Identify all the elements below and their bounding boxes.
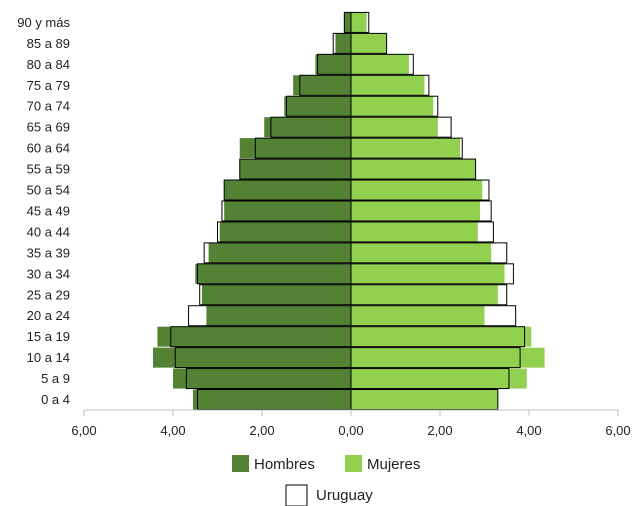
legend-label-uruguay: Uruguay bbox=[316, 487, 373, 504]
bar-mujeres-50-a-54 bbox=[351, 180, 482, 200]
bar-mujeres-0-a-4 bbox=[351, 390, 498, 410]
bar-mujeres-35-a-39 bbox=[351, 243, 491, 263]
category-label-0-a-4: 0 a 4 bbox=[41, 392, 70, 407]
category-label-90-y-m-s: 90 y más bbox=[17, 15, 70, 30]
bar-mujeres-25-a-29 bbox=[351, 285, 498, 305]
legend-label-hombres: Hombres bbox=[254, 456, 315, 473]
bar-mujeres-85-a-89 bbox=[351, 33, 387, 53]
x-tick-label: 4,00 bbox=[160, 423, 185, 438]
legend: Hombres Mujeres Uruguay bbox=[232, 455, 420, 506]
bar-hombres-55-a-59 bbox=[240, 159, 351, 179]
legend-swatch-mujeres bbox=[345, 455, 362, 472]
category-label-45-a-49: 45 a 49 bbox=[27, 203, 70, 218]
bar-hombres-80-a-84 bbox=[315, 54, 351, 74]
bar-mujeres-80-a-84 bbox=[351, 54, 409, 74]
bar-hombres-30-a-34 bbox=[195, 264, 351, 284]
x-tick-label: 4,00 bbox=[516, 423, 541, 438]
bar-mujeres-45-a-49 bbox=[351, 201, 480, 221]
bar-hombres-75-a-79 bbox=[293, 75, 351, 95]
bar-hombres-0-a-4 bbox=[193, 390, 351, 410]
bar-hombres-65-a-69 bbox=[264, 117, 351, 137]
x-tick-label: 6,00 bbox=[71, 423, 96, 438]
category-label-70-a-74: 70 a 74 bbox=[27, 99, 70, 114]
bar-hombres-90-y-m-s bbox=[344, 12, 351, 32]
category-label-15-a-19: 15 a 19 bbox=[27, 329, 70, 344]
category-label-80-a-84: 80 a 84 bbox=[27, 57, 70, 72]
category-label-55-a-59: 55 a 59 bbox=[27, 162, 70, 177]
category-label-25-a-29: 25 a 29 bbox=[27, 287, 70, 302]
bar-hombres-45-a-49 bbox=[224, 201, 351, 221]
category-labels: 0 a 4 5 a 9 10 a 14 15 a 19 20 a 24 25 a 29 30… bbox=[17, 15, 70, 407]
bar-hombres-10-a-14 bbox=[153, 348, 351, 368]
bar-hombres-20-a-24 bbox=[206, 306, 351, 326]
x-axis: 6,00 4,00 2,00 0,00 2,00 4,00 6,00 bbox=[71, 410, 630, 438]
category-label-50-a-54: 50 a 54 bbox=[27, 183, 70, 198]
bar-mujeres-15-a-19 bbox=[351, 327, 531, 347]
category-label-20-a-24: 20 a 24 bbox=[27, 308, 70, 323]
category-label-5-a-9: 5 a 9 bbox=[41, 371, 70, 386]
category-label-35-a-39: 35 a 39 bbox=[27, 245, 70, 260]
legend-swatch-hombres bbox=[232, 455, 249, 472]
bar-hombres-60-a-64 bbox=[240, 138, 351, 158]
x-tick-label: 2,00 bbox=[249, 423, 274, 438]
bar-hombres-15-a-19 bbox=[157, 327, 351, 347]
bar-hombres-40-a-44 bbox=[220, 222, 351, 242]
category-label-40-a-44: 40 a 44 bbox=[27, 224, 70, 239]
legend-swatch-uruguay bbox=[286, 485, 307, 506]
legend-label-mujeres: Mujeres bbox=[367, 456, 420, 473]
category-label-85-a-89: 85 a 89 bbox=[27, 36, 70, 51]
bar-hombres-5-a-9 bbox=[173, 369, 351, 389]
bar-hombres-85-a-89 bbox=[335, 33, 351, 53]
bar-mujeres-70-a-74 bbox=[351, 96, 433, 116]
bar-mujeres-20-a-24 bbox=[351, 306, 485, 326]
bar-mujeres-5-a-9 bbox=[351, 369, 527, 389]
bars-layer bbox=[153, 12, 545, 409]
x-tick-label: 6,00 bbox=[605, 423, 630, 438]
bar-hombres-50-a-54 bbox=[224, 180, 351, 200]
bar-mujeres-10-a-14 bbox=[351, 348, 545, 368]
bar-mujeres-65-a-69 bbox=[351, 117, 438, 137]
bar-mujeres-75-a-79 bbox=[351, 75, 424, 95]
bar-mujeres-40-a-44 bbox=[351, 222, 478, 242]
category-label-65-a-69: 65 a 69 bbox=[27, 120, 70, 135]
category-label-60-a-64: 60 a 64 bbox=[27, 141, 70, 156]
bar-hombres-25-a-29 bbox=[202, 285, 351, 305]
bar-mujeres-30-a-34 bbox=[351, 264, 505, 284]
x-tick-label: 0,00 bbox=[338, 423, 363, 438]
bar-hombres-35-a-39 bbox=[209, 243, 351, 263]
bar-mujeres-90-y-m-s bbox=[351, 12, 367, 32]
x-tick-label: 2,00 bbox=[427, 423, 452, 438]
bar-mujeres-60-a-64 bbox=[351, 138, 460, 158]
bar-mujeres-55-a-59 bbox=[351, 159, 476, 179]
category-label-10-a-14: 10 a 14 bbox=[27, 350, 70, 365]
bar-hombres-70-a-74 bbox=[284, 96, 351, 116]
category-label-75-a-79: 75 a 79 bbox=[27, 78, 70, 93]
category-label-30-a-34: 30 a 34 bbox=[27, 266, 70, 281]
